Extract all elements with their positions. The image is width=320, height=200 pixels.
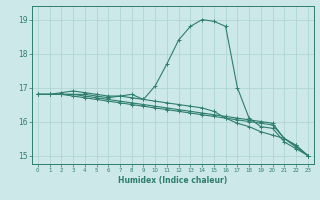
X-axis label: Humidex (Indice chaleur): Humidex (Indice chaleur)	[118, 176, 228, 185]
